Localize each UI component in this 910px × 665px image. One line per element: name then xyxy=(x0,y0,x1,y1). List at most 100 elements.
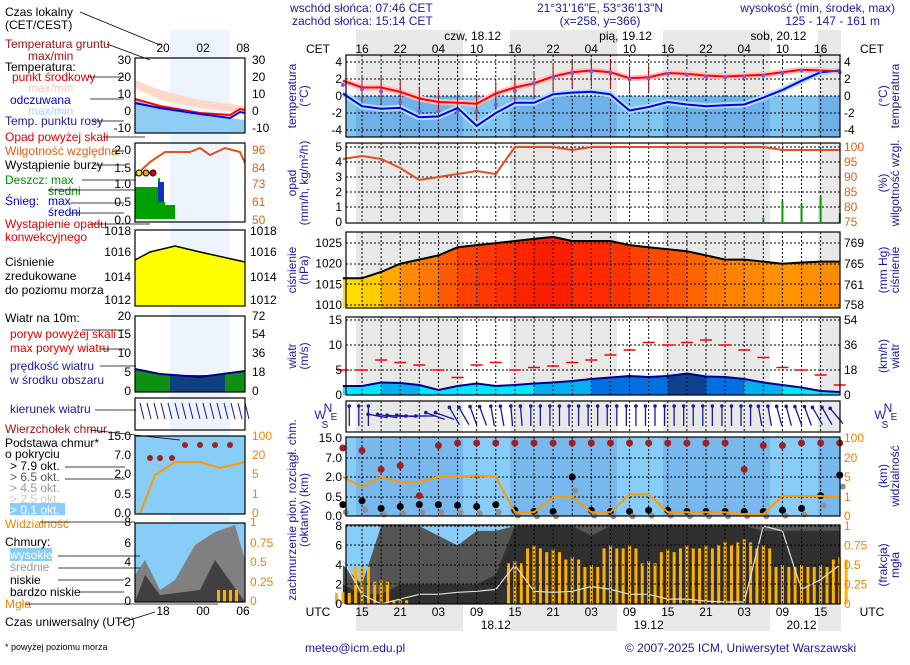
wind-arrow-head xyxy=(729,404,734,408)
fog-bar xyxy=(634,548,638,604)
temp-tick-right: 0 xyxy=(844,89,851,103)
precip-tick: 4 xyxy=(335,155,342,169)
pressure-fill xyxy=(476,243,496,308)
pressure-tick: 1010 xyxy=(315,298,342,312)
mini-temp-ticks: 30 xyxy=(252,53,266,67)
wind-arrow xyxy=(821,407,833,425)
pressure-fill xyxy=(610,240,630,308)
dew-point-dot xyxy=(608,71,613,76)
legend-labels: Czas lokalny(CET/CEST) Temperatura gruntu… xyxy=(5,5,277,652)
pressure-fill xyxy=(495,240,515,308)
fog-bar xyxy=(698,548,702,604)
mini-pressure-ticks: 1016 xyxy=(104,245,131,259)
wind-tick: 5 xyxy=(335,363,342,377)
dew-point-dot xyxy=(340,82,345,87)
wind-arrow xyxy=(803,406,812,426)
contact-email[interactable]: meteo@icm.edu.pl xyxy=(305,641,405,655)
mini-wind-ticks: 5 xyxy=(124,365,131,379)
cloud-top-dot xyxy=(549,439,557,447)
wind-speed-fill xyxy=(533,382,554,395)
pressure-fill xyxy=(381,263,401,308)
legend-cloud-vlow: bardzo niskie xyxy=(10,585,81,599)
cloud-base-dot-partial xyxy=(400,510,407,517)
mini-humidity-ticks: 73 xyxy=(252,177,266,191)
mini-vis-ticks: 20 xyxy=(252,448,266,462)
cloud-top-dot xyxy=(817,439,825,447)
elevation-label: wysokość (min, środek, max) xyxy=(739,1,895,15)
mini-pressure-area xyxy=(135,246,245,306)
compass-w: W xyxy=(874,408,886,422)
wind-arrow-head xyxy=(793,404,797,409)
mini-precip-ticks: 2.0 xyxy=(114,143,131,157)
mmhg-tick: 769 xyxy=(844,236,864,250)
legend-cloud-base: Podstawa chmur* xyxy=(5,436,99,450)
base-tick: 0.5 xyxy=(325,490,342,504)
elevation-values: 125 - 147 - 161 m xyxy=(785,14,880,28)
legend-cloud-low: niskie xyxy=(10,573,41,587)
mini-temp-ticks: 20 xyxy=(118,70,132,84)
wind-arrow-head xyxy=(720,404,724,408)
precip-tick: 3 xyxy=(335,170,342,184)
utc-time-tick: 06 xyxy=(236,604,250,618)
temp-tick-left: 2 xyxy=(335,72,342,86)
utc-date: 18.12 xyxy=(481,618,511,632)
mini-fog-ticks: 0.5 xyxy=(250,555,267,569)
mini-base-ticks: 7.0 xyxy=(114,448,131,462)
fog-bar xyxy=(621,548,625,604)
wind-arrow-head xyxy=(404,414,408,418)
rain-bar xyxy=(800,204,803,222)
mini-wind-arrow xyxy=(174,402,180,420)
legend-leader-line xyxy=(79,11,161,46)
grid-point: (x=258, y=366) xyxy=(560,14,641,28)
cover-tick: 6 xyxy=(335,539,342,553)
mini-wind-arrow xyxy=(160,402,166,420)
dew-point-dot xyxy=(627,77,632,81)
mini-wind-line xyxy=(134,368,246,379)
fog-bar xyxy=(545,552,549,604)
cloud-top-dot xyxy=(454,439,462,447)
fog-tick: 0.5 xyxy=(844,558,861,572)
fog-tick: 1 xyxy=(844,519,851,533)
cloud-top-dot xyxy=(664,439,672,447)
mini-base-ticks: 0.0 xyxy=(114,506,131,520)
cloud-base-dot xyxy=(415,501,423,509)
night-band xyxy=(818,317,840,395)
temp-axis-unit-right: (°C) xyxy=(876,85,890,106)
wind-arrow-head xyxy=(529,404,533,408)
legend-okt: > 0.1 okt. xyxy=(10,503,60,517)
mini-panel-frame xyxy=(134,57,246,134)
cloud-top-dot xyxy=(568,439,576,447)
wind-arrow-head xyxy=(828,406,832,411)
cloud-base-dot-partial xyxy=(438,509,445,516)
cloud-base-dot xyxy=(473,503,481,510)
wind-arrow-head xyxy=(357,404,361,408)
fog-bar xyxy=(341,592,345,604)
mini-temp-ticks: -10 xyxy=(252,121,270,135)
wind-arrow-head xyxy=(802,404,807,409)
night-band xyxy=(510,401,617,432)
pressure-fill xyxy=(419,255,439,308)
wind-speed-fill xyxy=(591,377,611,395)
utc-date: 19.12 xyxy=(634,618,664,632)
wind-arrow-head xyxy=(766,404,770,408)
legend-leader-line xyxy=(119,611,156,624)
wind-arrow xyxy=(767,406,773,426)
wind-speed-fill xyxy=(381,382,401,395)
mini-visibility-line xyxy=(139,461,246,515)
cloud-top-dot xyxy=(587,439,595,447)
pressure-fill xyxy=(572,240,592,308)
pressure-fill xyxy=(801,261,821,308)
cloud-base-dot-partial xyxy=(820,502,827,509)
mini-panel-bg xyxy=(135,436,245,514)
mini-wind-arrow xyxy=(237,402,243,420)
wind-arrow-head xyxy=(605,404,610,408)
wind-arrow xyxy=(757,406,763,426)
temp-axis-title: temperatura xyxy=(285,63,299,128)
mini-wind-arrow xyxy=(223,402,229,420)
cloud-top-dot xyxy=(645,439,653,447)
legend-wind-dir: kierunek wiatru xyxy=(10,402,91,416)
wind-arrow xyxy=(490,406,495,426)
night-band-footer xyxy=(510,605,617,631)
legend-gust-max: max porywy wiatru xyxy=(10,341,109,355)
compass-w: W xyxy=(314,408,326,422)
